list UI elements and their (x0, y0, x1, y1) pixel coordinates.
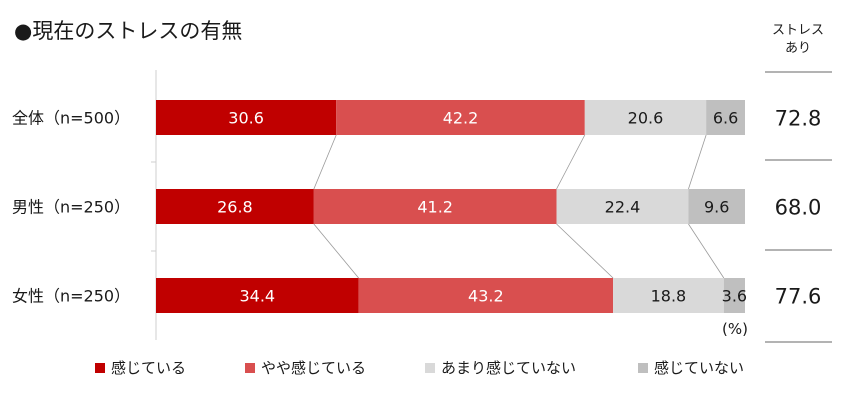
data-label: 20.6 (628, 109, 664, 128)
bar-segment (313, 189, 557, 224)
data-label: 42.2 (443, 109, 479, 128)
category-label: 女性（n=250） (12, 287, 130, 306)
legend-label: 感じていない (654, 359, 744, 377)
connector-line (556, 134, 586, 190)
connector-line (313, 134, 337, 190)
side-column-value: 68.0 (775, 196, 822, 220)
data-label: 26.8 (217, 198, 253, 217)
legend-swatch (638, 363, 648, 373)
bar-segment (156, 189, 314, 224)
bar-segment (688, 189, 745, 224)
side-column-value: 77.6 (775, 285, 822, 309)
connector-lines (313, 134, 725, 279)
bar-rows: 30.6 42.2 20.6 6.6 26.8 41.2 22.4 9.6 34.4 43.2 18… (156, 100, 747, 313)
data-label: 6.6 (713, 109, 738, 128)
legend-item: やや感じている (245, 359, 366, 377)
bar-segment (584, 100, 707, 135)
legend-label: 感じている (111, 359, 186, 377)
side-column-value: 72.8 (775, 107, 822, 131)
data-label: 43.2 (468, 287, 504, 306)
legend: 感じている やや感じている あまり感じていない 感じていない (95, 359, 744, 377)
connector-line (313, 223, 359, 279)
bar-segment (336, 100, 585, 135)
data-label: 18.8 (651, 287, 687, 306)
data-label: 41.2 (417, 198, 453, 217)
connector-line (556, 223, 614, 279)
legend-label: あまり感じていない (441, 359, 576, 377)
bar-segment (706, 100, 745, 135)
data-label: 3.6 (722, 287, 747, 306)
legend-label: やや感じている (261, 359, 366, 377)
legend-item: 感じている (95, 359, 186, 377)
side-column-header: ストレス (772, 23, 824, 38)
connector-line (688, 223, 725, 279)
legend-swatch (425, 363, 435, 373)
category-label: 男性（n=250） (12, 198, 130, 217)
bar-segment (723, 278, 745, 313)
data-label: 30.6 (228, 109, 264, 128)
data-label: 22.4 (605, 198, 641, 217)
bar-segment (358, 278, 614, 313)
unit-label: (%) (722, 320, 748, 338)
bar-segment (156, 100, 337, 135)
legend-item: あまり感じていない (425, 359, 576, 377)
bar-segment (156, 278, 359, 313)
category-labels: 全体（n=500） 男性（n=250） 女性（n=250） (12, 109, 156, 306)
legend-swatch (245, 363, 255, 373)
chart-title: ●現在のストレスの有無 (14, 19, 242, 43)
legend-swatch (95, 363, 105, 373)
bar-segment (613, 278, 724, 313)
side-column-header: あり (785, 41, 811, 56)
data-label: 9.6 (704, 198, 729, 217)
bar-segment (556, 189, 689, 224)
data-label: 34.4 (239, 287, 275, 306)
connector-line (688, 134, 707, 190)
category-label: 全体（n=500） (12, 109, 130, 128)
legend-item: 感じていない (638, 359, 744, 377)
